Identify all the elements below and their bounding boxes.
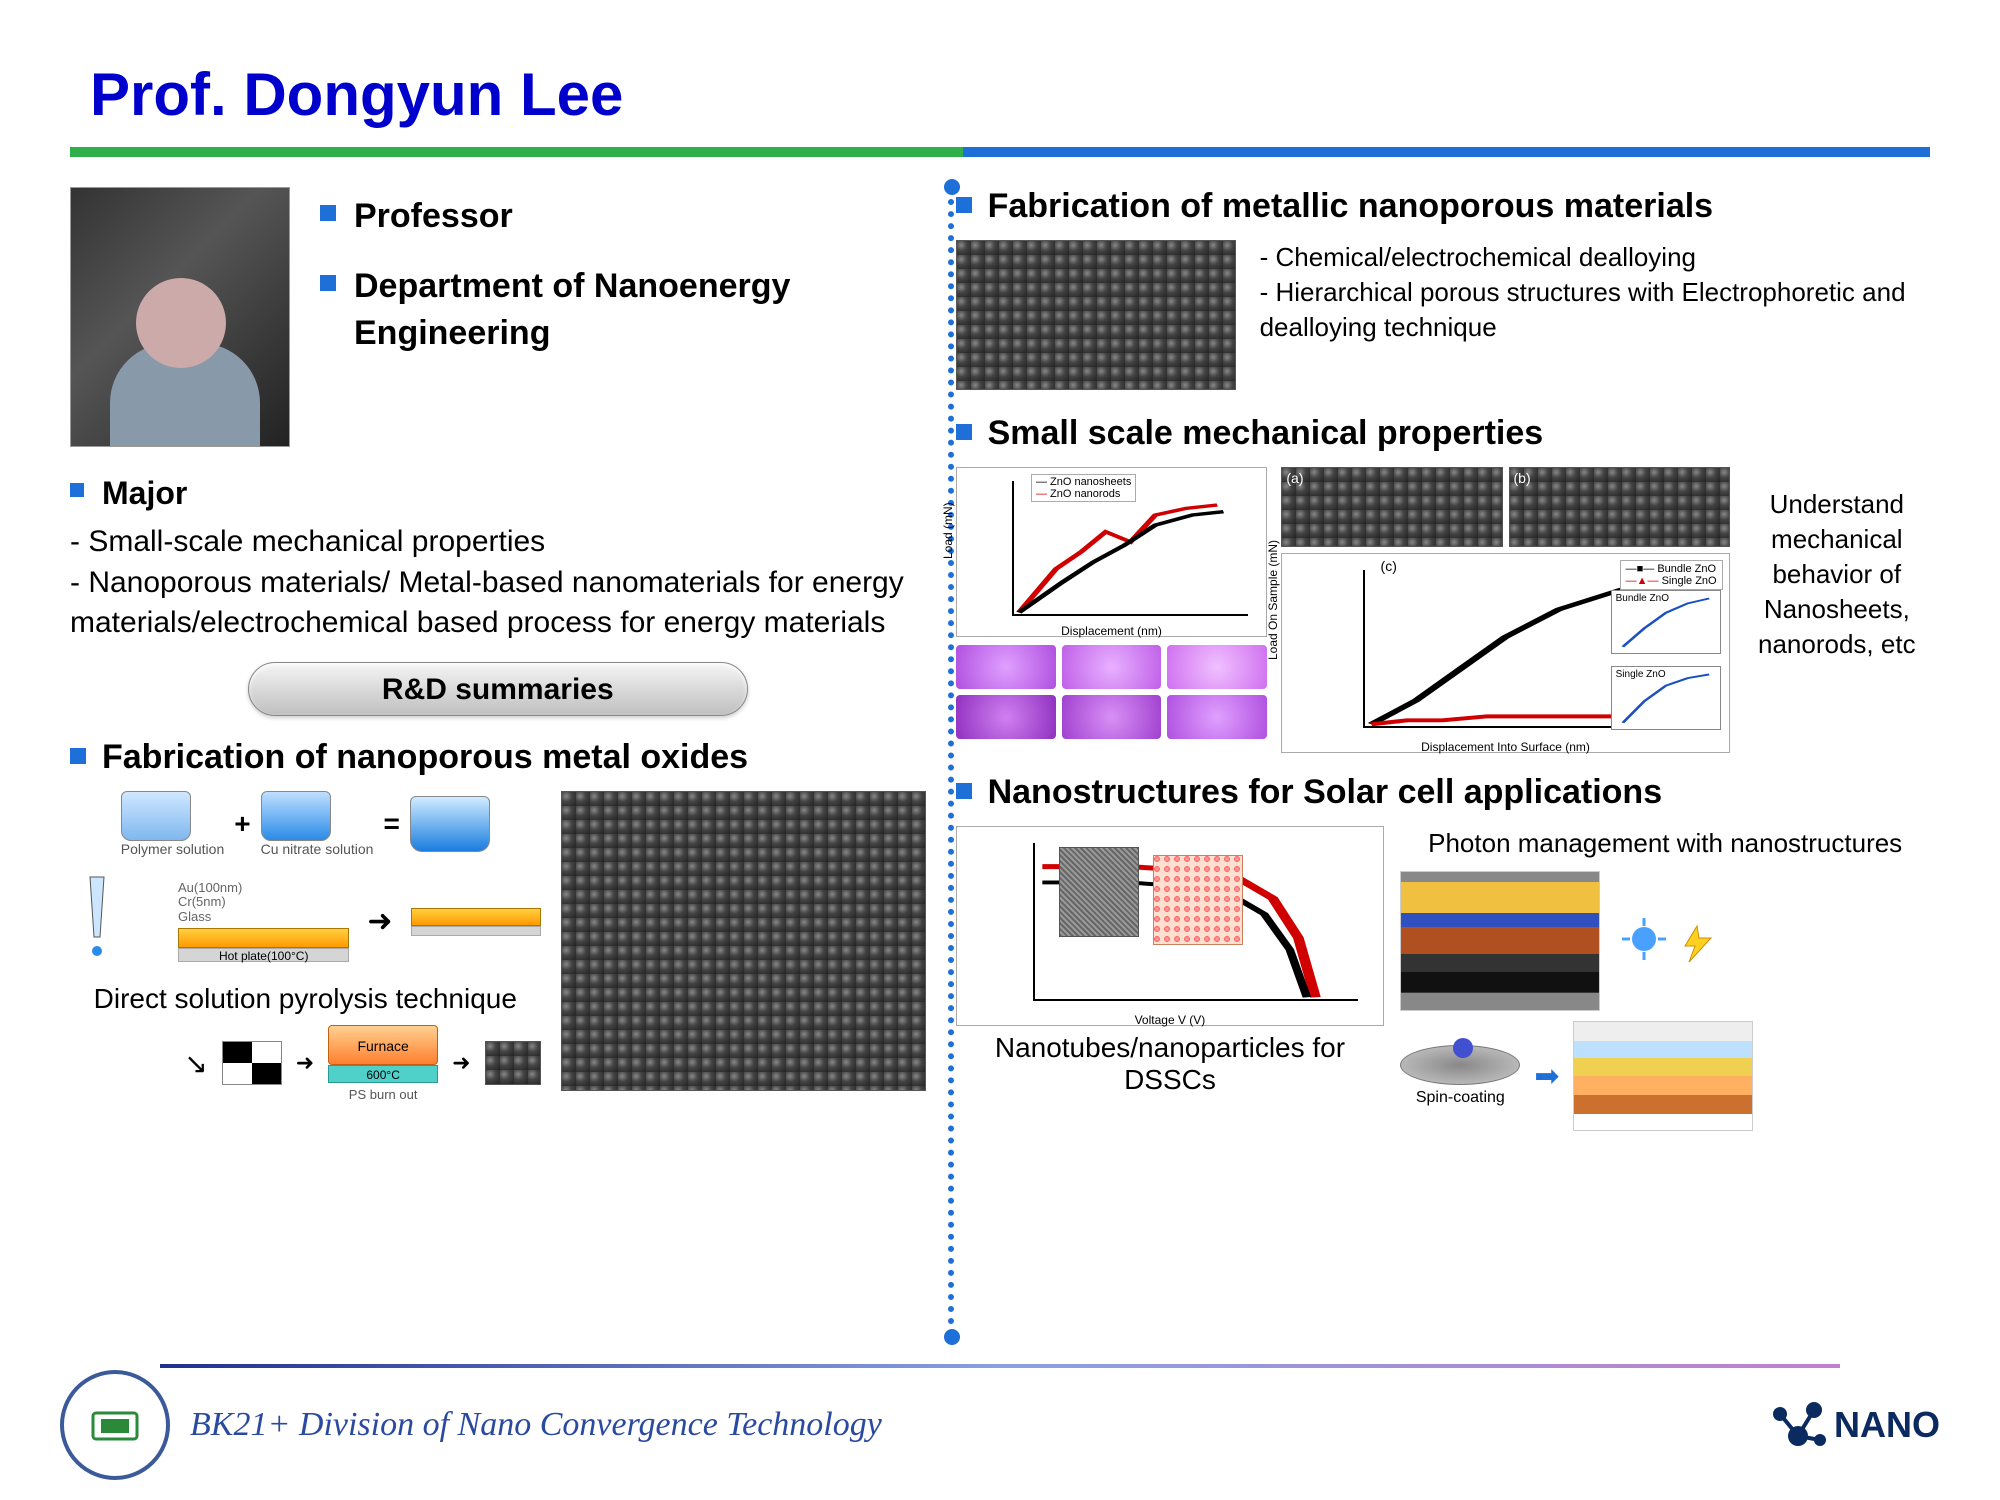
- diagram-label: Polymer solution: [121, 841, 225, 857]
- column-divider: [948, 187, 954, 1337]
- diagram-label: Glass: [178, 909, 211, 924]
- chart-xlabel: Voltage V (V): [957, 1013, 1384, 1027]
- section-heading: Small scale mechanical properties: [988, 414, 1544, 453]
- device-stack: [1400, 871, 1600, 1011]
- diagram-label: 600°C: [328, 1065, 438, 1083]
- bullet-icon: [956, 783, 972, 799]
- figure-caption: Direct solution pyrolysis technique: [70, 983, 541, 1015]
- title-underline: [70, 147, 1930, 157]
- pipette-icon: [70, 867, 160, 977]
- chart-legend: Single ZnO: [1662, 575, 1717, 587]
- diagram-label: Cu nitrate solution: [261, 841, 374, 857]
- section-text: Understand mechanical behavior of Nanosh…: [1744, 467, 1930, 753]
- iv-curve-chart: Voltage V (V): [956, 826, 1385, 1026]
- nano-logo: NANO: [1768, 1400, 1940, 1450]
- section-text: - Chemical/electrochemical dealloying - …: [1260, 240, 1930, 390]
- footer: BK21+ Division of Nano Convergence Techn…: [0, 1370, 2000, 1480]
- diagram-label: Spin-coating: [1400, 1089, 1520, 1107]
- chart-ylabel: Load (mN): [941, 502, 955, 559]
- section-heading: Fabrication of metallic nanoporous mater…: [988, 187, 1714, 226]
- chart-legend: Bundle ZnO: [1657, 563, 1716, 575]
- role-label: Professor: [354, 193, 513, 241]
- dept-label: Department of Nanoenergy Engineering: [354, 263, 926, 358]
- section-text: Photon management with nanostructures: [1400, 826, 1930, 861]
- chart-legend: ZnO nanosheets: [1050, 476, 1131, 488]
- diagram-label: PS burn out: [328, 1087, 438, 1102]
- rd-summaries-pill: R&D summaries: [248, 662, 748, 716]
- diagram-label: Hot plate(100°C): [178, 948, 349, 962]
- chart-xlabel: Displacement Into Surface (nm): [1282, 740, 1728, 754]
- device-stack: Mo layer: [1573, 1021, 1753, 1131]
- major-text: - Small-scale mechanical properties - Na…: [70, 522, 926, 644]
- sun-icon: [1614, 914, 1674, 964]
- chart-legend: ZnO nanorods: [1050, 488, 1120, 500]
- section-heading: Fabrication of nanoporous metal oxides: [102, 738, 748, 777]
- load-displacement-chart: — ZnO nanosheets — ZnO nanorods Displace…: [956, 467, 1268, 637]
- section-heading: Nanostructures for Solar cell applicatio…: [988, 773, 1663, 812]
- footer-text: BK21+ Division of Nano Convergence Techn…: [190, 1406, 882, 1444]
- sem-image: [956, 240, 1236, 390]
- bullet-icon: [70, 483, 84, 497]
- bullet-icon: [320, 205, 336, 221]
- bullet-icon: [956, 424, 972, 440]
- diagram-label: Furnace: [328, 1025, 438, 1065]
- bullet-icon: [956, 197, 972, 213]
- page-title: Prof. Dongyun Lee: [70, 60, 1930, 129]
- profile-photo: [70, 187, 290, 447]
- sem-image: [561, 791, 926, 1091]
- chart-ylabel: Load On Sample (mN): [1266, 540, 1280, 660]
- figure-caption: Nanotubes/nanoparticles for DSSCs: [956, 1032, 1385, 1096]
- bullet-icon: [70, 748, 86, 764]
- load-surface-chart: (c) —■— Bundle ZnO —▲— Single ZnO Bundle…: [1281, 553, 1729, 753]
- major-heading: Major: [102, 475, 187, 512]
- lightning-icon: [1679, 924, 1719, 964]
- diagram-label: Au(100nm): [178, 880, 242, 895]
- bullet-icon: [320, 275, 336, 291]
- chart-xlabel: Displacement (nm): [957, 624, 1267, 638]
- university-seal: [60, 1370, 170, 1480]
- diagram-label: Cr(5nm): [178, 894, 226, 909]
